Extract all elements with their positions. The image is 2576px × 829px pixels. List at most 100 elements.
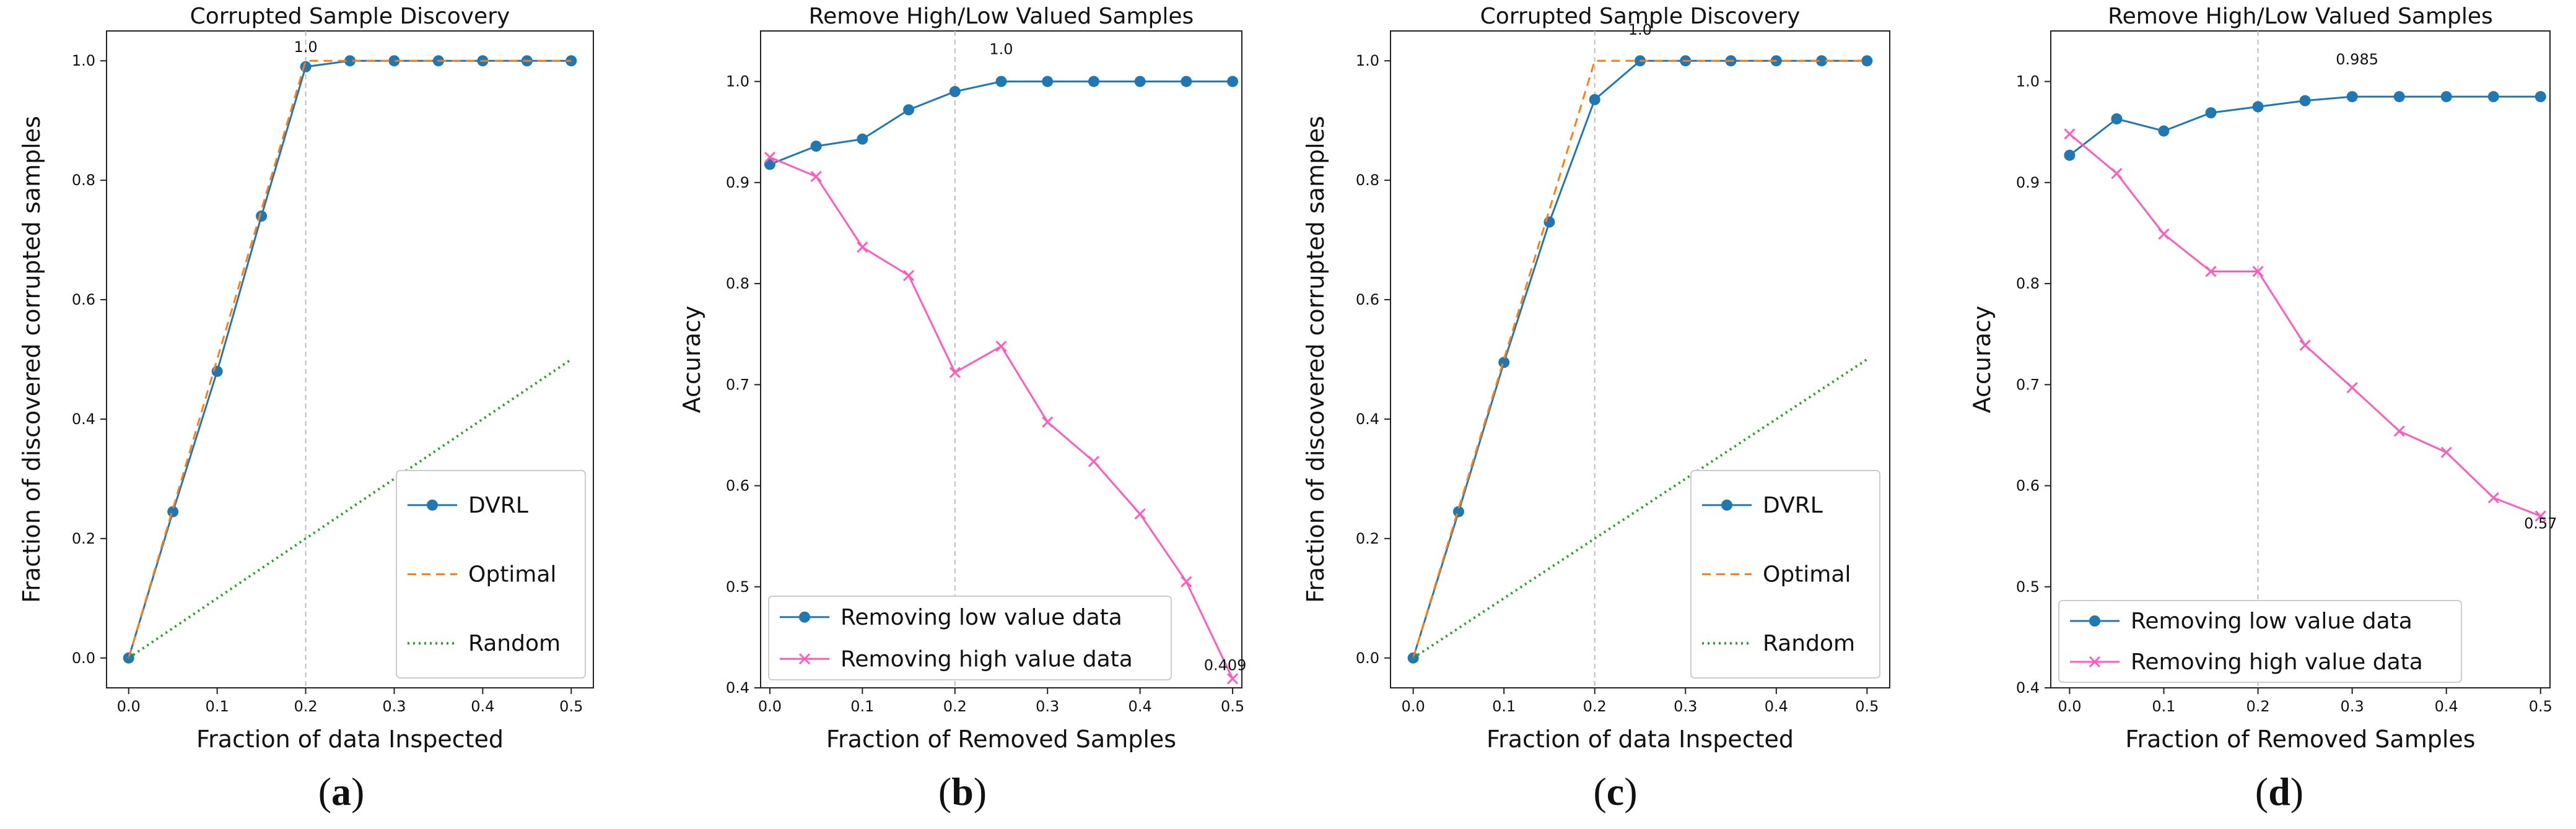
x-tick-label: 0.5 <box>559 698 583 715</box>
chart-title: Remove High/Low Valued Samples <box>2108 4 2493 29</box>
panel-label-b: (b) <box>938 770 987 814</box>
legend-entry: Removing low value data <box>2131 609 2412 634</box>
data-point-x <box>1134 508 1146 520</box>
panel-label-a: (a) <box>318 770 365 814</box>
x-tick-label: 0.5 <box>1855 698 1879 715</box>
x-tick-label: 0.5 <box>2529 698 2552 715</box>
data-point-x <box>995 341 1007 352</box>
series-line-optimal <box>1412 59 1867 659</box>
legend-box <box>1690 470 1880 679</box>
y-tick-label: 0.6 <box>2016 477 2040 495</box>
data-point-x <box>2535 510 2546 522</box>
data-point <box>810 141 822 152</box>
chart-legend: DVRL Optimal Random <box>1690 470 1880 679</box>
legend-box <box>2058 600 2462 683</box>
x-axis-label: Fraction of data Inspected <box>1487 726 1794 753</box>
x-tick-label: 0.1 <box>1492 698 1516 715</box>
data-point <box>1498 357 1510 368</box>
y-tick-label: 0.7 <box>726 376 749 393</box>
x-tick-label: 0.4 <box>471 698 494 715</box>
data-point <box>903 104 915 116</box>
legend-entry: Removing high value data <box>840 646 1133 672</box>
data-point <box>2111 113 2123 125</box>
data-point <box>764 158 775 170</box>
x-tick-label: 0.3 <box>1036 698 1059 715</box>
legend-marker <box>798 653 811 665</box>
x-axis-label: Fraction of Removed Samples <box>2125 726 2475 753</box>
y-tick-label: 1.0 <box>726 73 749 90</box>
data-point-x <box>2064 128 2076 140</box>
data-point <box>167 506 179 518</box>
data-point-x <box>2440 446 2452 458</box>
x-tick-label: 0.0 <box>758 698 782 715</box>
y-tick-label: 1.0 <box>72 52 95 69</box>
panel-label-d: (d) <box>2255 770 2303 814</box>
axes-frame <box>106 30 594 688</box>
data-point-x <box>1042 416 1054 428</box>
data-point <box>1543 216 1555 228</box>
data-point-x <box>949 367 961 378</box>
chart-legend: DVRL Optimal Random <box>396 470 586 679</box>
data-point-x <box>1088 456 1099 467</box>
y-tick-label: 0.2 <box>72 530 95 547</box>
data-point <box>995 76 1007 87</box>
data-point <box>2064 149 2076 161</box>
y-tick-label: 0.8 <box>1356 171 1379 189</box>
data-annotation: 0.985 <box>2336 51 2378 68</box>
series-line-optimal <box>128 59 572 659</box>
data-point <box>857 133 868 145</box>
legend-entry: DVRL <box>1763 493 1823 518</box>
x-tick-label: 0.2 <box>294 698 317 715</box>
data-point-x <box>2346 382 2358 394</box>
x-tick-label: 0.4 <box>1129 698 1152 715</box>
data-point <box>1134 76 1146 87</box>
data-point <box>2252 101 2264 113</box>
legend-marker <box>2089 656 2101 668</box>
y-tick-label: 0.5 <box>2016 578 2040 596</box>
legend-box <box>768 596 1172 680</box>
data-point <box>2440 91 2452 103</box>
data-point <box>344 55 356 67</box>
x-tick-label: 0.3 <box>1674 698 1697 715</box>
data-point <box>949 85 961 97</box>
data-point <box>1589 93 1600 105</box>
y-tick-label: 1.0 <box>2016 73 2040 90</box>
data-point <box>2158 125 2170 137</box>
legend-marker <box>799 611 810 623</box>
y-tick-label: 0.4 <box>726 679 749 697</box>
data-point-x <box>2393 425 2405 437</box>
data-point <box>2487 91 2499 103</box>
data-point-x <box>857 241 868 253</box>
data-annotation: 0.409 <box>1204 656 1247 674</box>
data-point <box>1227 76 1239 87</box>
legend-entry: DVRL <box>468 493 528 518</box>
x-tick-label: 0.0 <box>117 698 141 715</box>
chart-title: Remove High/Low Valued Samples <box>809 4 1194 29</box>
series-line-removing-low-value-data <box>769 80 1233 165</box>
data-point <box>2205 107 2217 119</box>
data-point <box>1181 76 1192 87</box>
data-point-x <box>2252 266 2264 277</box>
legend-entry: Random <box>468 631 561 656</box>
data-point-x <box>810 170 822 183</box>
chart-panel-a: Corrupted Sample Discovery 0.0 0.1 0.2 0.3 0.… <box>18 4 594 814</box>
y-tick-label: 1.0 <box>1356 52 1379 69</box>
legend-box <box>396 470 586 679</box>
x-tick-label: 0.0 <box>2058 698 2081 715</box>
data-annotation: 0.57 <box>2524 515 2557 532</box>
x-tick-label: 0.4 <box>1765 698 1788 715</box>
x-tick-label: 0.3 <box>382 698 406 715</box>
y-tick-label: 0.4 <box>72 410 95 428</box>
legend-entry: Optimal <box>468 562 556 588</box>
data-point <box>1452 506 1464 518</box>
data-point-x <box>2205 266 2217 277</box>
chart-title: Corrupted Sample Discovery <box>1480 4 1801 29</box>
y-tick-label: 0.9 <box>726 174 749 191</box>
series-line-removing-high-value-data <box>2069 133 2541 517</box>
y-tick-label: 0.8 <box>72 171 95 189</box>
y-tick-label: 0.2 <box>1356 530 1379 547</box>
y-tick-label: 0.6 <box>726 477 749 495</box>
legend-marker <box>1721 499 1732 511</box>
x-tick-label: 0.4 <box>2435 698 2458 715</box>
